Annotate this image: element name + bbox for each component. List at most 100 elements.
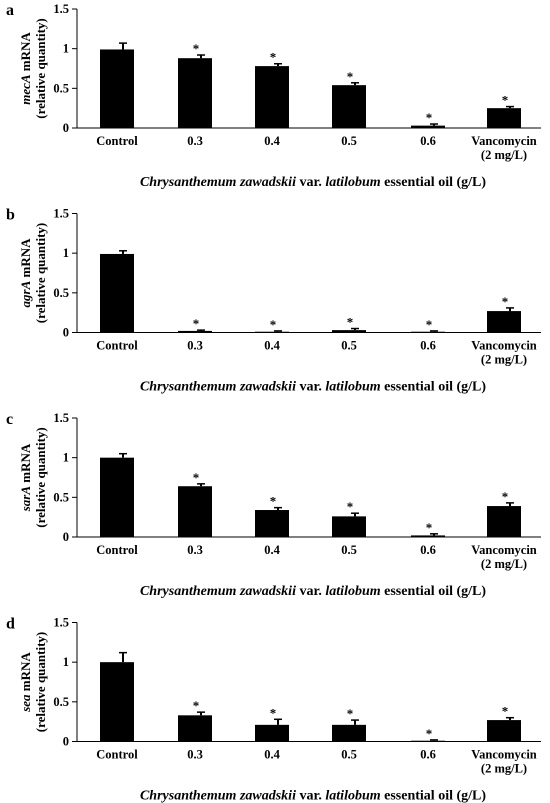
significance-marker: * xyxy=(426,110,433,125)
bar xyxy=(100,253,134,333)
significance-marker: * xyxy=(502,704,509,719)
bar xyxy=(100,662,134,742)
panel-c: c 0 0.5 1 1.5 sarA mRNA (relative quantity) Con… xyxy=(6,411,541,599)
bar xyxy=(487,108,521,128)
bar xyxy=(487,506,521,537)
y-tick-label: 1 xyxy=(63,655,69,669)
bar xyxy=(255,331,289,333)
x-tick-label: 0.3 xyxy=(187,748,203,762)
x-tick-label: Control xyxy=(96,748,138,762)
y-axis-label-line2: (relative quantity) xyxy=(33,427,48,528)
bar xyxy=(178,58,212,128)
panel-label: b xyxy=(6,207,15,224)
x-tick-label: 0.5 xyxy=(341,748,357,762)
y-tick-label: 1.5 xyxy=(53,411,69,425)
y-axis-label: mecA mRNA xyxy=(18,32,33,105)
bar xyxy=(487,720,521,742)
x-tick-label: 0.5 xyxy=(341,134,357,148)
x-tick-label: 0.4 xyxy=(264,339,280,353)
x-tick-label: Control xyxy=(96,134,138,148)
bar xyxy=(411,535,445,537)
x-tick-label: 0.5 xyxy=(341,339,357,353)
x-tick-label: 0.3 xyxy=(187,543,203,557)
significance-marker: * xyxy=(193,470,200,485)
significance-marker: * xyxy=(502,489,509,504)
x-tick-label: 0.6 xyxy=(420,748,436,762)
x-tick-label: Control xyxy=(96,339,138,353)
significance-marker: * xyxy=(502,93,509,108)
y-axis-label: sarA mRNA xyxy=(18,443,33,512)
y-tick-label: 0 xyxy=(63,121,69,135)
panel-d: d 0 0.5 1 1.5 sea mRNA (relative quantity) Cont… xyxy=(6,616,541,803)
bar xyxy=(411,740,445,742)
y-tick-label: 0.5 xyxy=(53,695,69,709)
y-axis-label-line2: (relative quantity) xyxy=(33,632,48,733)
significance-marker: * xyxy=(426,317,433,332)
significance-marker: * xyxy=(193,41,200,56)
panel-label: c xyxy=(6,411,13,428)
bar xyxy=(411,331,445,333)
x-tick-label: Control xyxy=(96,543,138,557)
x-tick-label: 0.6 xyxy=(420,543,436,557)
significance-marker: * xyxy=(347,315,354,330)
y-tick-label: 0 xyxy=(63,326,69,340)
bar xyxy=(332,724,366,742)
significance-marker: * xyxy=(502,294,509,309)
x-tick-label: 0.4 xyxy=(264,543,280,557)
panel-label: a xyxy=(6,2,14,19)
x-axis-label: Chrysanthemum zawadskii var. latilobum e… xyxy=(140,789,486,803)
y-tick-label: 0.5 xyxy=(53,286,69,300)
x-tick-label: 0.5 xyxy=(341,543,357,557)
bar xyxy=(100,457,134,537)
x-axis-label: Chrysanthemum zawadskii var. latilobum e… xyxy=(140,380,486,395)
x-tick-label: (2 mg/L) xyxy=(481,762,527,776)
x-tick-label: Vancomycin xyxy=(471,748,537,762)
x-tick-label: (2 mg/L) xyxy=(481,148,527,162)
x-tick-label: 0.4 xyxy=(264,134,280,148)
x-tick-label: 0.3 xyxy=(187,339,203,353)
significance-marker: * xyxy=(347,706,354,721)
x-tick-label: Vancomycin xyxy=(471,134,537,148)
y-tick-label: 0 xyxy=(63,530,69,544)
y-tick-label: 1.5 xyxy=(53,2,69,16)
significance-marker: * xyxy=(270,494,277,509)
significance-marker: * xyxy=(270,50,277,65)
x-axis-label: Chrysanthemum zawadskii var. latilobum e… xyxy=(140,175,486,190)
bar xyxy=(332,85,366,128)
panel-a: a 0 0.5 1 1.5 mecA mRNA (relative quantity) Con… xyxy=(6,2,541,190)
significance-marker: * xyxy=(347,69,354,84)
bar xyxy=(487,311,521,333)
bar xyxy=(178,486,212,537)
significance-marker: * xyxy=(426,520,433,535)
y-tick-label: 1.5 xyxy=(53,207,69,221)
significance-marker: * xyxy=(426,726,433,741)
bar xyxy=(255,510,289,537)
x-tick-label: (2 mg/L) xyxy=(481,353,527,367)
x-tick-label: 0.4 xyxy=(264,748,280,762)
y-tick-label: 1 xyxy=(63,246,69,260)
x-tick-label: 0.6 xyxy=(420,134,436,148)
bar xyxy=(332,330,366,333)
x-tick-label: Vancomycin xyxy=(471,543,537,557)
x-axis-label: Chrysanthemum zawadskii var. latilobum e… xyxy=(140,584,486,599)
panel-b: b 0 0.5 1 1.5 agrA mRNA (relative quantity) Con… xyxy=(6,207,541,395)
significance-marker: * xyxy=(347,499,354,514)
bar xyxy=(178,715,212,742)
bar xyxy=(100,49,134,128)
y-tick-label: 1.5 xyxy=(53,616,69,630)
x-tick-label: 0.3 xyxy=(187,134,203,148)
y-axis-label: sea mRNA xyxy=(18,652,33,713)
panel-label: d xyxy=(6,616,15,633)
significance-marker: * xyxy=(193,698,200,713)
bar xyxy=(332,516,366,537)
significance-marker: * xyxy=(270,317,277,332)
x-tick-label: (2 mg/L) xyxy=(481,557,527,571)
y-tick-label: 1 xyxy=(63,42,69,56)
y-axis-label: agrA mRNA xyxy=(18,238,33,308)
significance-marker: * xyxy=(270,705,277,720)
x-tick-label: Vancomycin xyxy=(471,339,537,353)
bar xyxy=(255,66,289,128)
y-tick-label: 0.5 xyxy=(53,81,69,95)
y-tick-label: 1 xyxy=(63,451,69,465)
